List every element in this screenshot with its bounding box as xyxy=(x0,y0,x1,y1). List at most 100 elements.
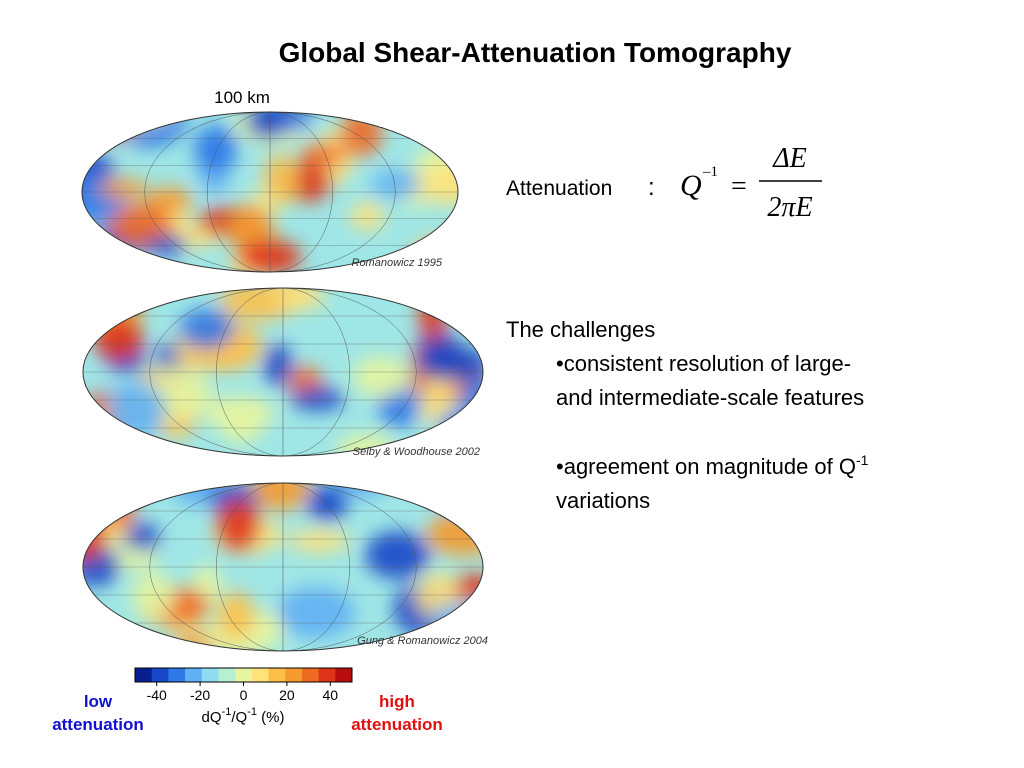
graticule xyxy=(149,288,417,456)
graticule xyxy=(216,483,350,651)
formula-exponent: –1 xyxy=(702,164,718,180)
blob xyxy=(83,485,112,524)
blob xyxy=(467,483,483,500)
blob xyxy=(437,486,483,510)
blob xyxy=(420,392,452,426)
bullet-line: •agreement on magnitude of Q-1 xyxy=(556,452,869,479)
blob xyxy=(365,531,430,579)
blob xyxy=(83,511,106,561)
map xyxy=(83,288,483,456)
blob xyxy=(217,591,255,641)
bullet-text: •agreement on magnitude of Q xyxy=(556,454,856,479)
map-caption: Gung & Romanowicz 2004 xyxy=(357,635,488,647)
label-sup: -1 xyxy=(247,706,257,718)
blob xyxy=(461,376,483,421)
colorbar-swatch xyxy=(301,668,319,682)
map-outline xyxy=(81,111,459,273)
map-caption: Selby & Woodhouse 2002 xyxy=(353,446,480,458)
blob xyxy=(436,411,483,435)
blob xyxy=(425,512,483,556)
map-outline xyxy=(82,287,484,457)
colorbar-label: dQ-1/Q-1 (%) xyxy=(202,706,285,726)
blob xyxy=(453,573,483,602)
formula-numerator: ΔE xyxy=(772,143,807,174)
colorbar-swatch xyxy=(218,668,236,682)
colorbar-swatch xyxy=(251,668,269,682)
graticule xyxy=(144,112,396,272)
map xyxy=(83,483,483,651)
map-outline xyxy=(82,482,484,652)
colorbar-swatch xyxy=(185,668,203,682)
blob xyxy=(263,343,292,387)
blob xyxy=(98,178,148,199)
blob xyxy=(352,355,408,398)
blob xyxy=(107,203,173,248)
blob xyxy=(417,164,458,206)
blob xyxy=(106,483,135,529)
blob xyxy=(124,522,159,555)
blob xyxy=(91,112,141,142)
blob xyxy=(340,112,383,157)
colorbar-swatch xyxy=(151,668,169,682)
map-label: 100 km xyxy=(214,88,270,107)
blob xyxy=(216,498,261,552)
bullet-line: and intermediate-scale features xyxy=(556,385,864,410)
tick-label: 40 xyxy=(323,687,339,703)
blob xyxy=(113,112,175,124)
colorbar-swatch xyxy=(168,668,186,682)
tick-label: 0 xyxy=(240,687,248,703)
blob xyxy=(146,186,193,213)
tick-label: 20 xyxy=(279,687,295,703)
colorbar-swatch xyxy=(135,668,152,682)
blob xyxy=(150,234,187,256)
low-label: low xyxy=(84,692,113,711)
formula-prefix: Attenuation xyxy=(506,177,612,200)
blob xyxy=(306,484,348,522)
formula-denominator: 2πE xyxy=(767,192,812,223)
colorbar-swatch xyxy=(335,668,353,682)
map-blobs xyxy=(83,288,483,456)
blob xyxy=(252,483,310,511)
graticule xyxy=(207,112,333,272)
blob xyxy=(237,238,302,272)
blob xyxy=(290,387,345,411)
blob xyxy=(298,143,346,167)
blob xyxy=(178,308,235,350)
superscript: -1 xyxy=(856,452,869,468)
blob xyxy=(222,411,260,444)
blob xyxy=(109,112,187,148)
formula-colon: : xyxy=(648,174,655,201)
blob xyxy=(194,124,238,174)
blob xyxy=(276,586,356,639)
formula-lhs: Q xyxy=(680,169,702,202)
map xyxy=(82,112,458,272)
blob xyxy=(349,202,385,231)
formula-equals: = xyxy=(731,171,747,202)
graticule xyxy=(149,483,417,651)
bullet-line: variations xyxy=(556,488,650,513)
tick-label: -40 xyxy=(147,687,167,703)
blob xyxy=(94,112,133,139)
blob xyxy=(288,529,350,553)
map-blobs xyxy=(82,112,458,272)
map-blobs xyxy=(83,483,483,651)
colorbar-swatch xyxy=(268,668,286,682)
blob xyxy=(273,288,326,310)
blob xyxy=(246,112,290,140)
colorbar-frame xyxy=(134,667,353,683)
colorbar-swatch xyxy=(201,668,219,682)
bullet-line: •consistent resolution of large- xyxy=(556,351,851,376)
label-part: /Q xyxy=(231,709,247,726)
label-part: (%) xyxy=(257,709,285,726)
low-label: attenuation xyxy=(52,715,144,734)
colorbar-swatch xyxy=(235,668,253,682)
label-part: dQ xyxy=(202,709,222,726)
blob xyxy=(263,153,298,206)
colorbar-swatch xyxy=(318,668,336,682)
blob xyxy=(83,546,121,587)
colorbar: -40 -20 0 20 40 xyxy=(135,668,353,703)
high-label: high xyxy=(379,692,415,711)
blob xyxy=(377,386,421,428)
blob xyxy=(371,169,423,199)
